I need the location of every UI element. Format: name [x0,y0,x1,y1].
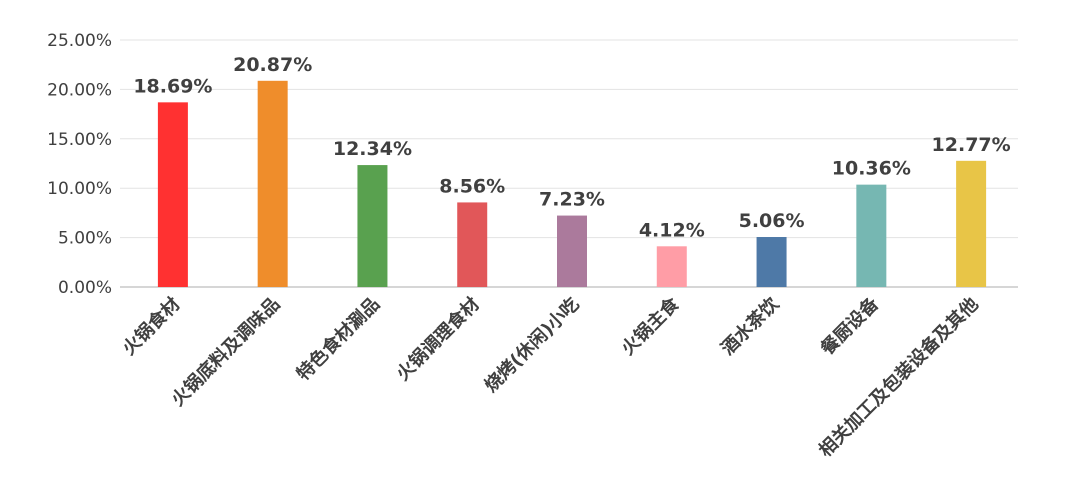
bar [457,202,488,287]
data-label: 10.36% [832,158,911,180]
bar [756,237,787,287]
data-label: 8.56% [439,175,505,197]
bar [357,165,388,287]
y-tick-label: 10.00% [47,179,112,199]
x-tick-label: 相关加工及包装设备及其他 [814,293,982,461]
x-tick-label: 火锅底料及调味品 [167,293,284,410]
bar [656,246,687,287]
y-tick-label: 0.00% [58,278,112,298]
bars [157,80,987,287]
data-label: 7.23% [539,189,605,211]
bar [157,102,188,287]
y-tick-label: 25.00% [47,31,112,51]
bar [856,184,887,287]
data-label: 4.12% [639,219,705,241]
data-label: 18.69% [133,75,212,97]
x-tick-label: 火锅主食 [617,292,684,359]
y-axis-ticks: 0.00% 5.00% 10.00% 15.00% 20.00% 25.00% [47,31,112,298]
x-tick-label: 烧烤(休闲)小吃 [480,293,584,397]
data-label: 12.77% [932,134,1011,156]
x-tick-label: 酒水茶饮 [717,292,784,359]
y-tick-label: 20.00% [47,80,112,100]
x-tick-label: 餐厨设备 [816,292,884,360]
data-label: 20.87% [233,54,312,76]
y-tick-label: 15.00% [47,130,112,150]
x-tick-label: 特色食材涮品 [292,293,384,385]
y-tick-label: 5.00% [58,229,112,249]
bar [257,80,288,287]
bar [557,215,587,287]
x-tick-label: 火锅调理食材 [392,293,484,385]
data-label: 5.06% [739,210,805,232]
data-labels: 18.69% 20.87% 12.34% 8.56% 7.23% 4.12% 5.06% 10… [133,54,1010,241]
bar [956,160,987,287]
x-tick-label: 火锅食材 [118,293,184,359]
data-label: 12.34% [333,138,412,160]
